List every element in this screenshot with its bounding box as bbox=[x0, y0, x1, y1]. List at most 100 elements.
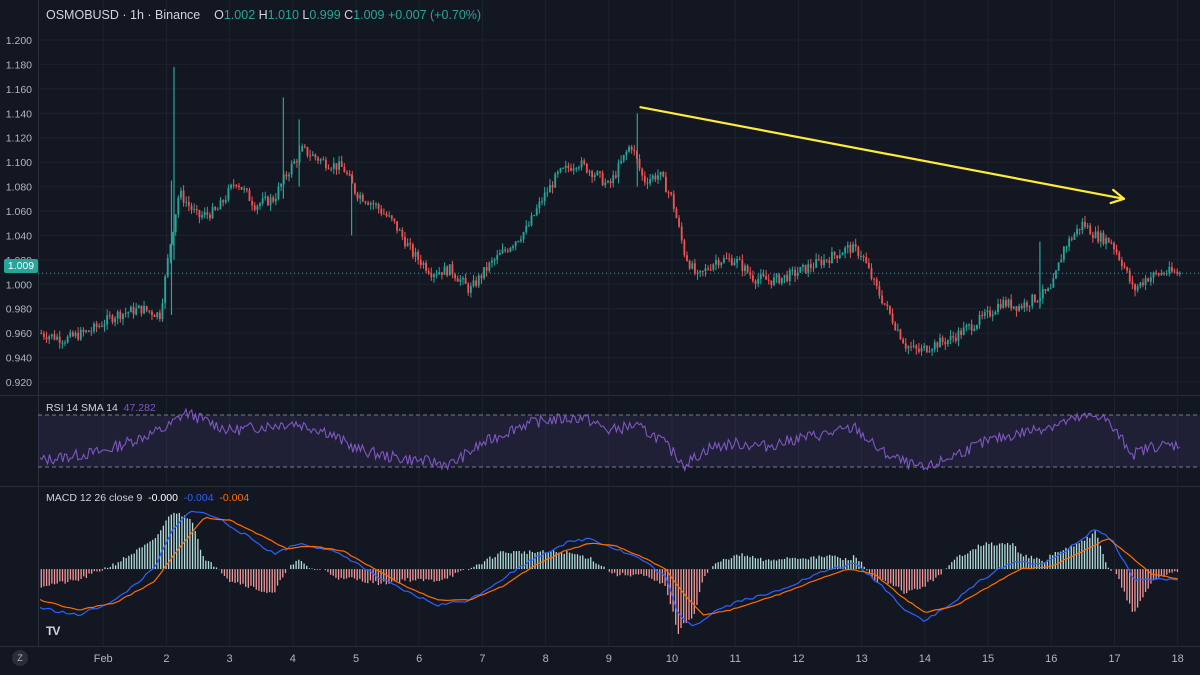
candle-body bbox=[475, 280, 478, 286]
candle-body bbox=[230, 184, 232, 189]
tradingview-logo-icon[interactable]: TV bbox=[46, 624, 60, 638]
candle-body bbox=[253, 205, 256, 210]
candle-body bbox=[786, 274, 789, 282]
candle-body bbox=[82, 329, 85, 332]
candle-body bbox=[106, 315, 109, 325]
symbol-title[interactable]: OSMOBUSD · 1h · Binance bbox=[46, 8, 201, 22]
candle-body bbox=[543, 192, 546, 202]
candle-body bbox=[751, 275, 754, 281]
candle-body bbox=[132, 306, 135, 315]
candle-body bbox=[182, 190, 185, 203]
candle-body bbox=[122, 313, 124, 320]
candle-body bbox=[127, 312, 130, 314]
candle-body bbox=[817, 259, 820, 261]
candle-body bbox=[799, 266, 802, 273]
candle-body bbox=[103, 324, 106, 327]
candle-body bbox=[527, 225, 530, 227]
rsi-legend[interactable]: RSI 14 SMA 14 47.282 bbox=[46, 402, 156, 414]
candle-body bbox=[348, 173, 351, 176]
rsi-line bbox=[39, 407, 1180, 472]
candle-body bbox=[1149, 277, 1152, 282]
macd-legend[interactable]: MACD 12 26 close 9 -0.000 -0.004 -0.004 bbox=[46, 492, 249, 504]
y-tick-label: 1.180 bbox=[6, 59, 32, 71]
candle-body bbox=[554, 173, 557, 188]
candle-body bbox=[1073, 234, 1076, 240]
candle-body bbox=[469, 286, 472, 293]
candle-body bbox=[780, 277, 783, 284]
x-tick-label: 7 bbox=[479, 653, 485, 665]
candle-body bbox=[688, 260, 691, 269]
candle-body bbox=[364, 201, 367, 203]
candle-body bbox=[211, 207, 214, 219]
candle-body bbox=[678, 218, 681, 227]
trend-arrow-head bbox=[1109, 188, 1126, 205]
candle-body bbox=[340, 161, 343, 167]
candle-body bbox=[1113, 242, 1115, 250]
candle-body bbox=[493, 259, 496, 261]
candle-body bbox=[124, 312, 127, 314]
candle-body bbox=[477, 275, 480, 286]
candle-body bbox=[87, 330, 90, 332]
high-value: 1.010 bbox=[267, 8, 299, 22]
candle-body bbox=[272, 197, 275, 202]
x-tick-label: 12 bbox=[792, 653, 804, 665]
candle-body bbox=[986, 310, 989, 313]
candle-body bbox=[1033, 294, 1036, 302]
candle-body bbox=[770, 280, 773, 286]
candle-body bbox=[245, 188, 248, 191]
candle-body bbox=[902, 339, 905, 344]
candle-body bbox=[978, 314, 981, 326]
candle-body bbox=[156, 312, 159, 318]
candle-body bbox=[933, 342, 936, 350]
candle-body bbox=[975, 325, 978, 329]
candle-body bbox=[224, 199, 227, 203]
candle-body bbox=[164, 276, 167, 304]
candle-body bbox=[520, 239, 522, 241]
candle-body bbox=[707, 268, 709, 270]
candle-body bbox=[206, 212, 209, 215]
candle-body bbox=[219, 200, 222, 210]
candle-body bbox=[1018, 305, 1021, 311]
candle-body bbox=[71, 332, 74, 337]
candle-body bbox=[1139, 282, 1142, 287]
candle-body bbox=[680, 226, 683, 241]
candle-body bbox=[504, 249, 507, 251]
candle-body bbox=[1102, 232, 1105, 244]
x-tick-label: 16 bbox=[1045, 653, 1057, 665]
candle-body bbox=[172, 232, 174, 245]
x-tick-label: 6 bbox=[416, 653, 422, 665]
candle-body bbox=[562, 167, 565, 169]
candle-body bbox=[733, 262, 736, 266]
candle-body bbox=[1091, 234, 1094, 239]
candle-body bbox=[459, 279, 462, 282]
candle-body bbox=[448, 264, 451, 276]
zoom-reset-button[interactable]: Z bbox=[12, 650, 28, 666]
candle-body bbox=[512, 246, 514, 248]
candle-body bbox=[140, 305, 143, 314]
candle-body bbox=[762, 274, 765, 276]
candle-body bbox=[430, 273, 433, 278]
candle-body bbox=[773, 277, 775, 286]
candle-body bbox=[309, 155, 312, 157]
candle-body bbox=[1084, 221, 1086, 227]
candle-body bbox=[625, 151, 628, 155]
y-tick-label: 1.160 bbox=[6, 84, 32, 96]
candle-body bbox=[306, 147, 309, 156]
candle-body bbox=[983, 312, 986, 316]
macd-line bbox=[39, 510, 1178, 627]
macd-value: -0.000 bbox=[148, 492, 178, 504]
candle-body bbox=[657, 175, 659, 180]
close-label: C bbox=[344, 8, 354, 22]
candle-body bbox=[699, 270, 702, 273]
y-tick-label: 1.040 bbox=[6, 230, 32, 242]
candle-body bbox=[193, 208, 196, 210]
candle-body bbox=[1060, 259, 1063, 263]
candle-body bbox=[372, 203, 375, 205]
candle-body bbox=[1144, 278, 1147, 286]
candle-body bbox=[659, 171, 662, 176]
candle-body bbox=[651, 175, 654, 180]
y-tick-label: 0.940 bbox=[6, 353, 32, 365]
candle-body bbox=[443, 266, 446, 275]
candles-layer bbox=[40, 66, 1181, 356]
candle-body bbox=[896, 329, 899, 331]
